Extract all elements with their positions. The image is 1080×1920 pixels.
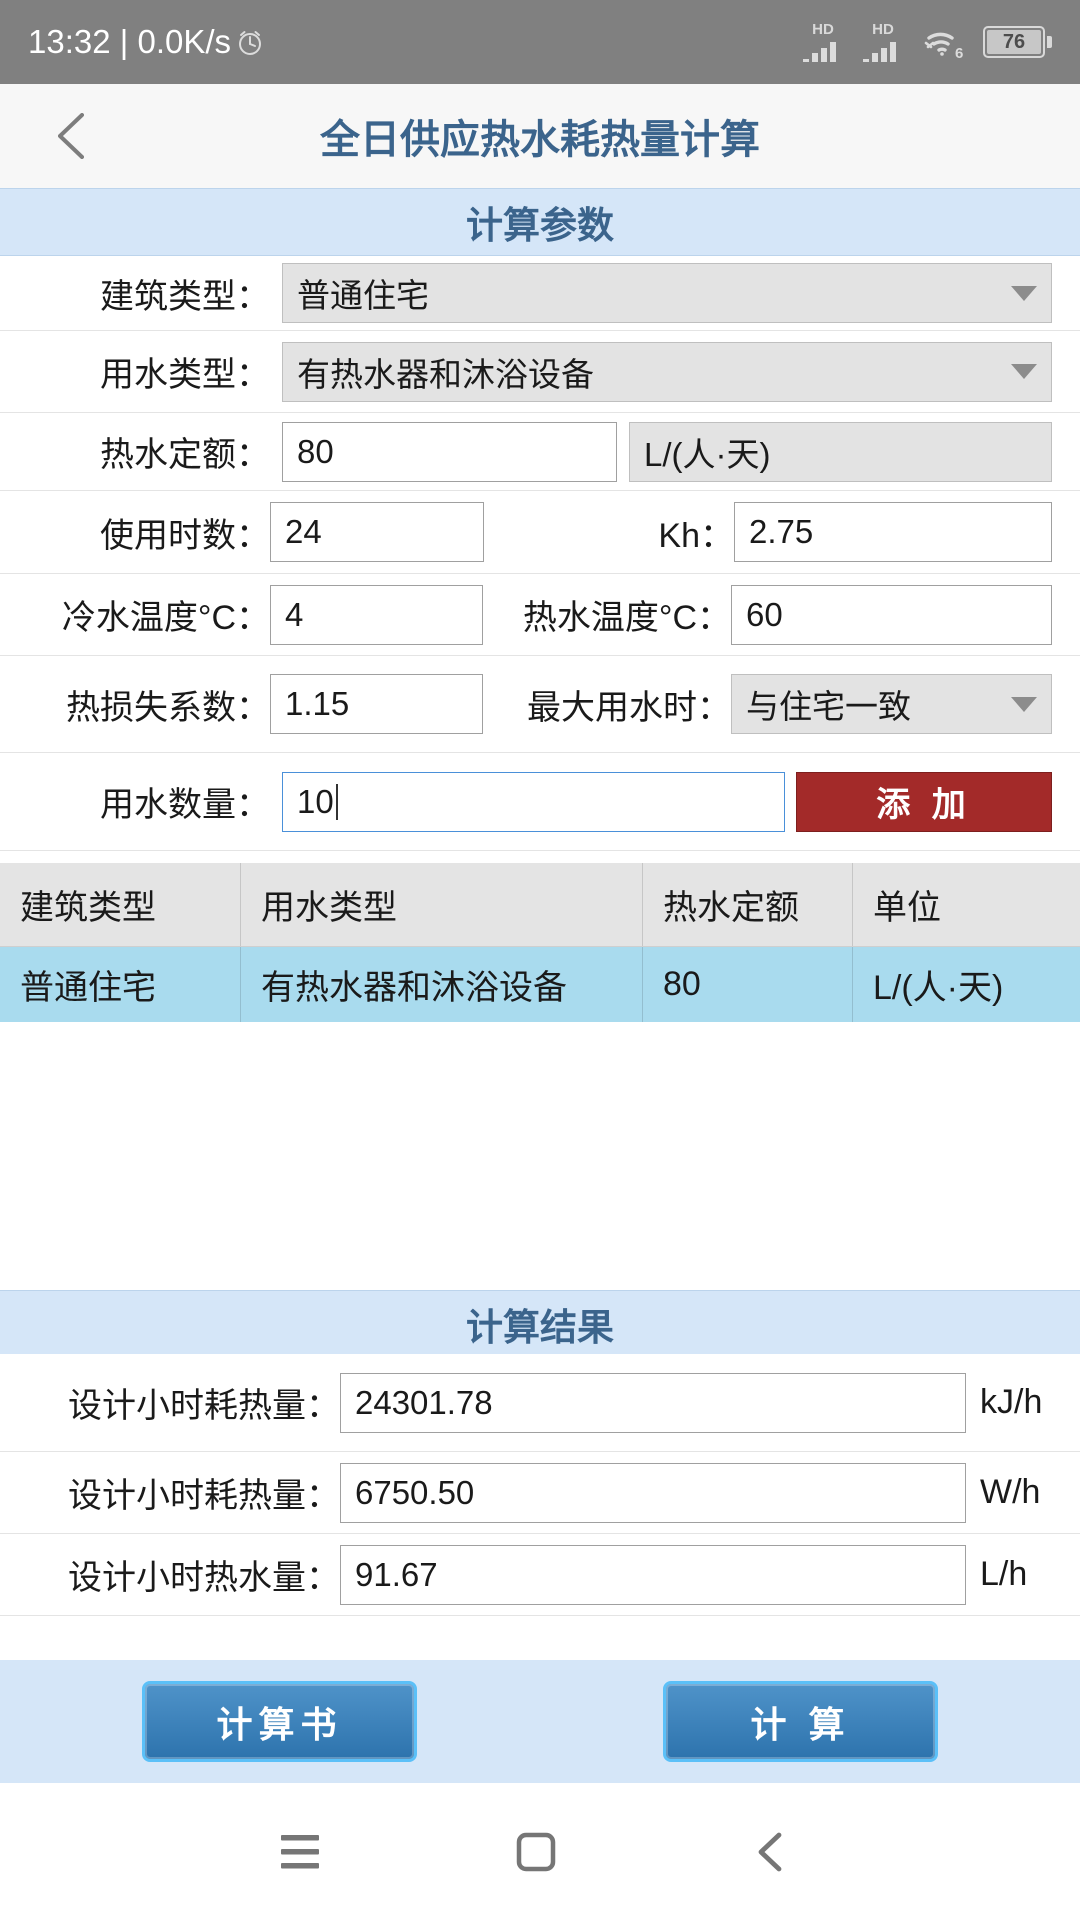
svg-text:6: 6 [955,45,963,61]
